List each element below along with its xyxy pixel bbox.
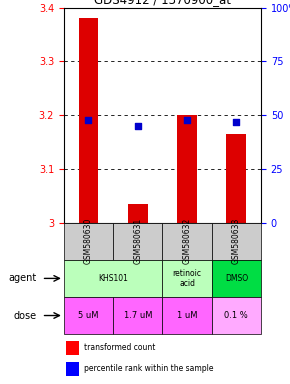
Text: GSM580631: GSM580631 xyxy=(133,218,142,265)
Text: 0.1 %: 0.1 % xyxy=(224,311,248,320)
Text: transformed count: transformed count xyxy=(84,343,155,353)
Text: GSM580633: GSM580633 xyxy=(232,218,241,265)
Text: 1.7 uM: 1.7 uM xyxy=(124,311,152,320)
Text: KHS101: KHS101 xyxy=(98,274,128,283)
Bar xyxy=(162,297,212,334)
FancyBboxPatch shape xyxy=(162,223,212,260)
Bar xyxy=(64,297,113,334)
Bar xyxy=(162,260,212,297)
Text: DMSO: DMSO xyxy=(225,274,248,283)
Bar xyxy=(212,260,261,297)
Text: agent: agent xyxy=(8,273,37,283)
Point xyxy=(86,116,91,122)
Bar xyxy=(66,341,79,355)
Text: retinoic
acid: retinoic acid xyxy=(173,269,202,288)
Bar xyxy=(128,204,148,223)
Text: percentile rank within the sample: percentile rank within the sample xyxy=(84,364,213,373)
Bar xyxy=(226,134,246,223)
Point xyxy=(135,123,140,129)
Bar xyxy=(113,297,162,334)
Bar xyxy=(212,297,261,334)
Bar xyxy=(79,18,98,223)
Bar xyxy=(64,260,162,297)
Text: GSM580630: GSM580630 xyxy=(84,218,93,265)
Text: 1 uM: 1 uM xyxy=(177,311,197,320)
FancyBboxPatch shape xyxy=(113,223,162,260)
FancyBboxPatch shape xyxy=(64,223,113,260)
Text: GSM580632: GSM580632 xyxy=(182,218,192,265)
Text: 5 uM: 5 uM xyxy=(78,311,99,320)
Bar xyxy=(66,362,79,376)
Text: dose: dose xyxy=(14,311,37,321)
Bar xyxy=(177,115,197,223)
Title: GDS4912 / 1370900_at: GDS4912 / 1370900_at xyxy=(94,0,231,7)
Point xyxy=(185,116,189,122)
Point xyxy=(234,119,239,125)
FancyBboxPatch shape xyxy=(212,223,261,260)
